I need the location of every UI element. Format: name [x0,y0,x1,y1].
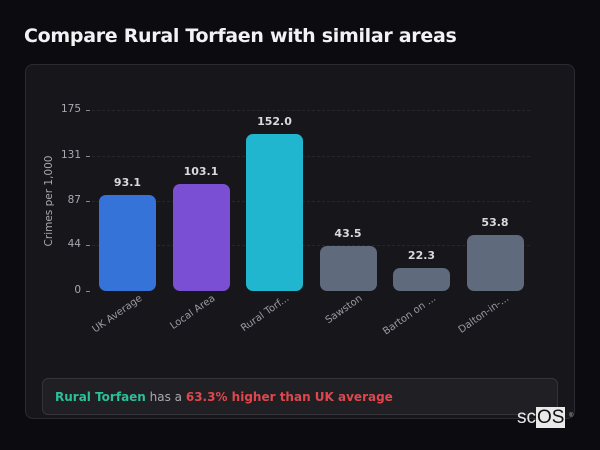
logo-prefix: sc [517,407,536,428]
bar-value-label: 93.1 [113,175,142,189]
bar-value-label: 22.3 [407,248,436,262]
x-tick-label: Barton on ... [380,293,438,338]
y-tick-mark [86,201,90,202]
y-tick-mark [86,291,90,292]
y-tick-label: 175 [60,103,81,115]
bar-value-label: 103.1 [183,165,219,179]
bar-4 [319,246,377,291]
y-tick-mark [86,110,90,111]
gridline [92,110,530,111]
registered-mark: ® [569,413,574,419]
bar-6 [466,235,524,291]
bar-1 [99,194,156,291]
insight-area-name: Rural Torfaen [55,390,146,404]
gridline [92,201,530,202]
insight-difference: 63.3% higher than UK average [185,390,393,404]
x-tick-label: Rural Torf... [238,293,291,335]
page-title: Compare Rural Torfaen with similar areas [24,25,457,47]
y-tick-mark [86,156,90,157]
x-tick-label: UK Average [90,293,144,336]
bar-2 [172,184,230,291]
bar-5 [393,267,450,291]
gridline [92,156,530,157]
gridline [92,245,530,246]
bar-value-label: 43.5 [334,227,362,240]
y-tick-label: 131 [60,149,81,161]
bar-3 [246,133,303,291]
y-tick-mark [86,245,90,246]
insight-banner: Rural Torfaen has a 63.3% higher than UK… [42,378,558,415]
brand-logo: scOS ® [517,407,573,428]
y-tick-label: 0 [74,284,81,296]
bar-value-label: 152.0 [257,114,292,128]
x-tick-label: Local Area [168,293,218,332]
x-tick-label: Dalton-in-... [456,293,512,336]
logo-suffix: OS [536,407,566,428]
insight-connector: has a [145,390,186,404]
bar-value-label: 53.8 [481,216,509,230]
y-tick-label: 87 [67,194,81,206]
x-tick-label: Sawston [323,293,365,327]
y-tick-label: 44 [67,238,81,250]
